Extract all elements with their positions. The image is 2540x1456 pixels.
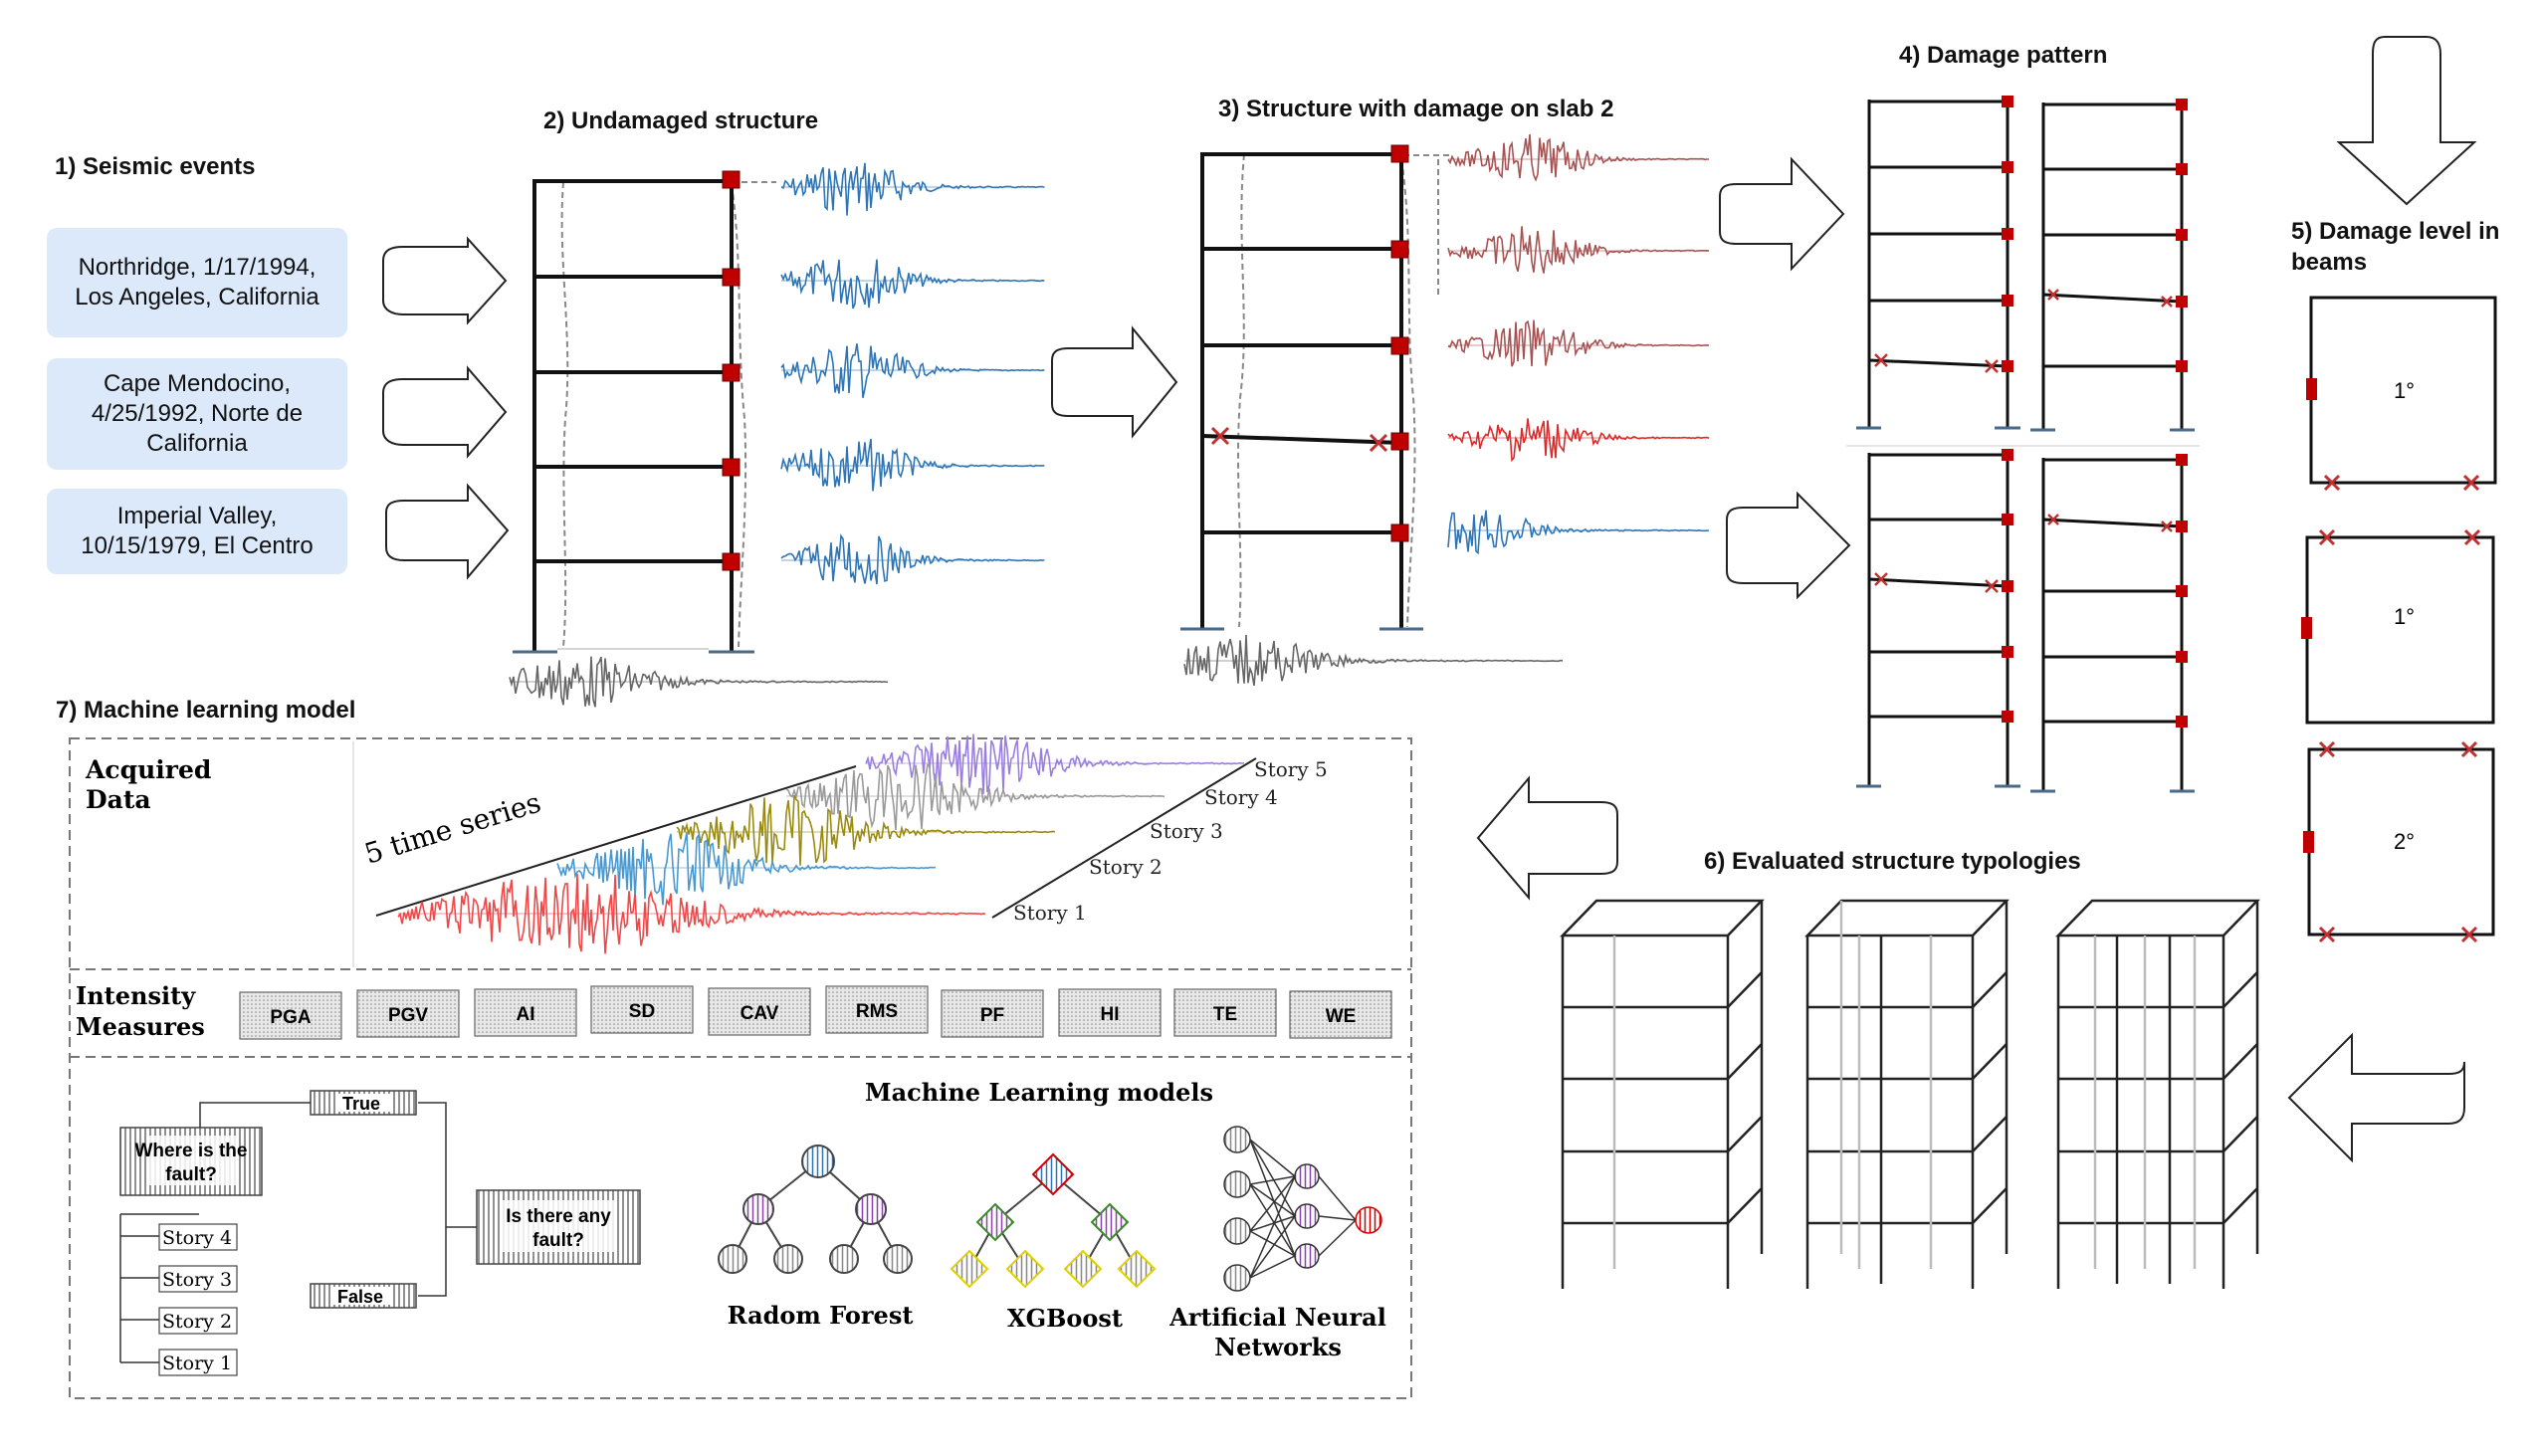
arrow-right-icon (382, 365, 508, 459)
seismic-events-heading: 1) Seismic events (55, 153, 256, 180)
damage-pattern-frames (1846, 100, 2200, 793)
decision-flow (119, 1090, 641, 1376)
response-signal (780, 259, 1045, 310)
arrow-right-icon (1726, 491, 1851, 600)
story-option: Story 3 (162, 1269, 232, 1291)
event-line: Northridge, 1/17/1994, (78, 254, 317, 281)
xgboost-icon (950, 1152, 1157, 1289)
damage-level-heading-line1: 5) Damage level in (2291, 218, 2500, 245)
damage-level-label: 2° (2394, 829, 2415, 854)
event-box-imperial-valley: Imperial Valley, 10/15/1979, El Centro (47, 489, 347, 574)
damage-level-boxes: 1° 1° 2° (2301, 296, 2497, 943)
story-label: Story 5 (1254, 757, 1328, 781)
ml-models-title: Machine Learning models (865, 1078, 1213, 1107)
damage-pattern-heading: 4) Damage pattern (1899, 42, 2108, 69)
ml-model-heading: 7) Machine learning model (56, 697, 356, 724)
intensity-measure-label: WE (1326, 1006, 1357, 1027)
random-forest-icon (718, 1144, 913, 1274)
story-time-series (865, 733, 1245, 794)
intensity-label: Intensity (76, 981, 196, 1010)
event-line: 4/25/1992, Norte de (91, 400, 304, 427)
intensity-measure-box (474, 988, 577, 1037)
any-fault-label: fault? (532, 1230, 584, 1251)
intensity-measure-label: PGV (388, 1005, 428, 1026)
intensity-measure-box (590, 985, 694, 1034)
any-fault-label: Is there any (506, 1206, 611, 1227)
arrow-left-icon (2287, 1032, 2465, 1163)
event-line: Los Angeles, California (75, 284, 319, 311)
intensity-measure-label: PGA (270, 1007, 311, 1028)
damaged-frame (1180, 144, 1453, 631)
undamaged-structure-heading: 2) Undamaged structure (543, 107, 819, 134)
waterfall-axes (375, 757, 1257, 919)
intensity-measure-box (239, 991, 342, 1040)
ground-motion-signal (1183, 634, 1564, 687)
story-label: Story 1 (1013, 901, 1087, 925)
intensity-measure-box (708, 987, 811, 1036)
intensity-measure-label: RMS (856, 1001, 898, 1022)
intensity-label: Measures (76, 1012, 205, 1041)
time-series-label: 5 time series (360, 786, 544, 871)
where-fault-label: fault? (165, 1164, 217, 1185)
intensity-measure-label: CAV (741, 1003, 779, 1024)
damage-level-label: 1° (2394, 604, 2415, 629)
arrow-right-icon (385, 483, 510, 580)
story-label: Story 2 (1089, 855, 1163, 879)
story-time-series (676, 794, 1056, 866)
intensity-measure-label: AI (517, 1004, 535, 1025)
response-signal (1447, 418, 1710, 463)
random-forest-label: Radom Forest (728, 1301, 914, 1330)
damage-pattern-joints (2002, 96, 2188, 728)
intensity-measure-box (356, 989, 460, 1038)
response-signal (780, 162, 1045, 216)
story-option: Story 1 (162, 1352, 232, 1374)
intensity-measure-label: HI (1101, 1004, 1120, 1025)
ann-label: Artificial Neural (1168, 1303, 1386, 1332)
story-option: Story 2 (162, 1311, 232, 1333)
event-line: Cape Mendocino, (103, 370, 292, 397)
arrow-down-icon (2336, 36, 2477, 206)
intensity-measure-box (1289, 990, 1392, 1039)
damage-pattern-cracks (1874, 289, 2173, 593)
acquired-data-label: Data (86, 785, 151, 814)
event-line: California (146, 430, 248, 457)
typologies-heading: 6) Evaluated structure typologies (1704, 848, 2081, 875)
story-label: Story 4 (1204, 785, 1278, 809)
event-line: 10/15/1979, El Centro (81, 532, 314, 559)
true-label: True (342, 1094, 380, 1114)
response-signal (1447, 134, 1709, 182)
response-signal (780, 438, 1045, 492)
xgboost-label: XGBoost (1007, 1304, 1123, 1333)
arrow-right-icon (1051, 325, 1178, 439)
arrow-right-icon (1719, 156, 1845, 272)
intensity-measure-label: TE (1213, 1004, 1237, 1025)
response-signal (1447, 319, 1710, 367)
response-signal (1447, 510, 1710, 555)
ann-label: Networks (1214, 1333, 1342, 1361)
false-label: False (337, 1287, 383, 1307)
intensity-measure-box (1173, 988, 1277, 1037)
acquired-data-label: Acquired (85, 755, 211, 784)
intensity-measure-box (1058, 988, 1162, 1037)
damaged-structure-heading: 3) Structure with damage on slab 2 (1218, 96, 1614, 122)
structure-typologies (1560, 899, 2260, 1289)
response-signal (1447, 226, 1710, 274)
intensity-measure-label: SD (629, 1001, 655, 1022)
ann-icon (1223, 1126, 1382, 1292)
arrow-right-icon (382, 236, 508, 325)
damage-level-label: 1° (2394, 378, 2415, 403)
event-box-cape-mendocino: Cape Mendocino, 4/25/1992, Norte de Califo… (47, 358, 347, 470)
event-box-northridge: Northridge, 1/17/1994, Los Angeles, Calif… (47, 228, 347, 337)
intensity-measure-box (825, 985, 929, 1034)
story-label: Story 3 (1150, 819, 1223, 843)
event-line: Imperial Valley, (116, 503, 278, 529)
intensity-measure-label: PF (980, 1005, 1004, 1026)
ml-panel (69, 737, 1412, 1399)
undamaged-frame (513, 170, 776, 654)
arrow-left-icon (1476, 775, 1618, 901)
intensity-measure-box (941, 989, 1044, 1038)
story-option: Story 4 (162, 1227, 232, 1249)
where-fault-label: Where is the (135, 1141, 248, 1161)
damage-level-heading-line2: beams (2291, 249, 2368, 276)
